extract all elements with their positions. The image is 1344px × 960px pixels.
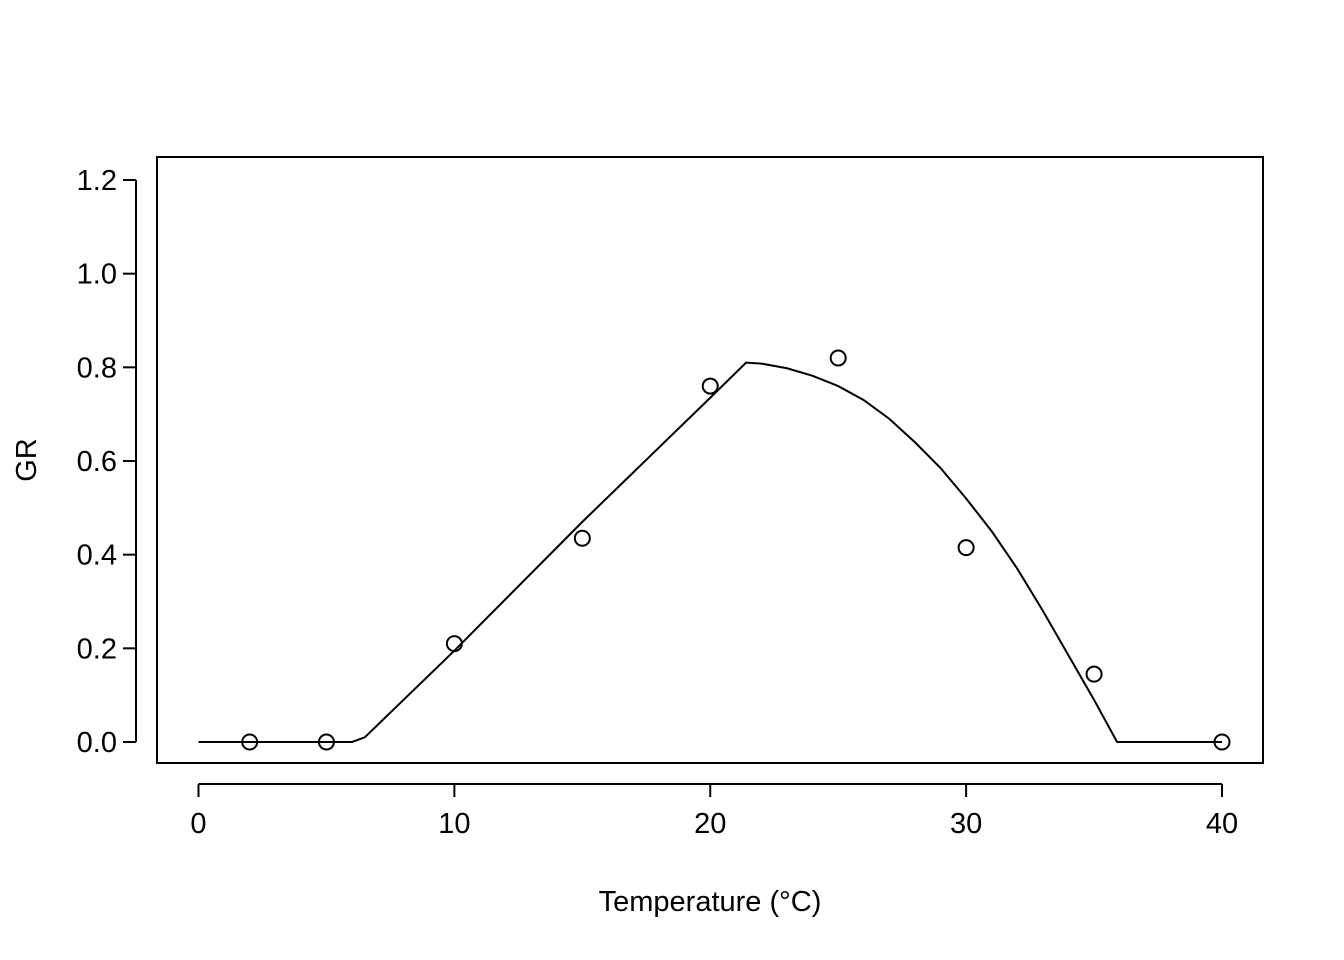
y-axis: 0.0 0.2 0.4 0.6 0.8 1.0 1.2 [77,165,137,759]
y-tick-label: 0.6 [77,446,117,478]
data-point [445,635,463,653]
x-tick-label: 10 [438,808,470,840]
data-point [1213,733,1231,751]
y-tick-label: 0.2 [77,633,117,665]
fit-line-layer [198,361,1222,743]
plot-area-frame [156,156,1264,764]
data-point [573,529,591,547]
data-point [829,349,847,367]
x-tick-label: 20 [694,808,726,840]
y-tick-label: 1.0 [77,259,117,291]
x-tick-label: 30 [950,808,982,840]
data-point [701,377,719,395]
x-tick-label: 40 [1206,808,1238,840]
fit-line [198,361,1222,743]
x-tick-label: 0 [190,808,206,840]
data-point [957,539,975,557]
data-point [317,733,335,751]
y-tick-label: 1.2 [77,165,117,197]
y-tick-label: 0.4 [77,540,117,572]
x-axis-label: Temperature (°C) [599,886,822,918]
data-point [1085,665,1103,683]
y-tick-label: 0.0 [77,727,117,759]
y-axis-label: GR [11,438,43,482]
y-tick-label: 0.8 [77,352,117,384]
data-points-layer [241,349,1231,751]
data-point [241,733,259,751]
x-axis: 0 10 20 30 40 [190,783,1238,840]
